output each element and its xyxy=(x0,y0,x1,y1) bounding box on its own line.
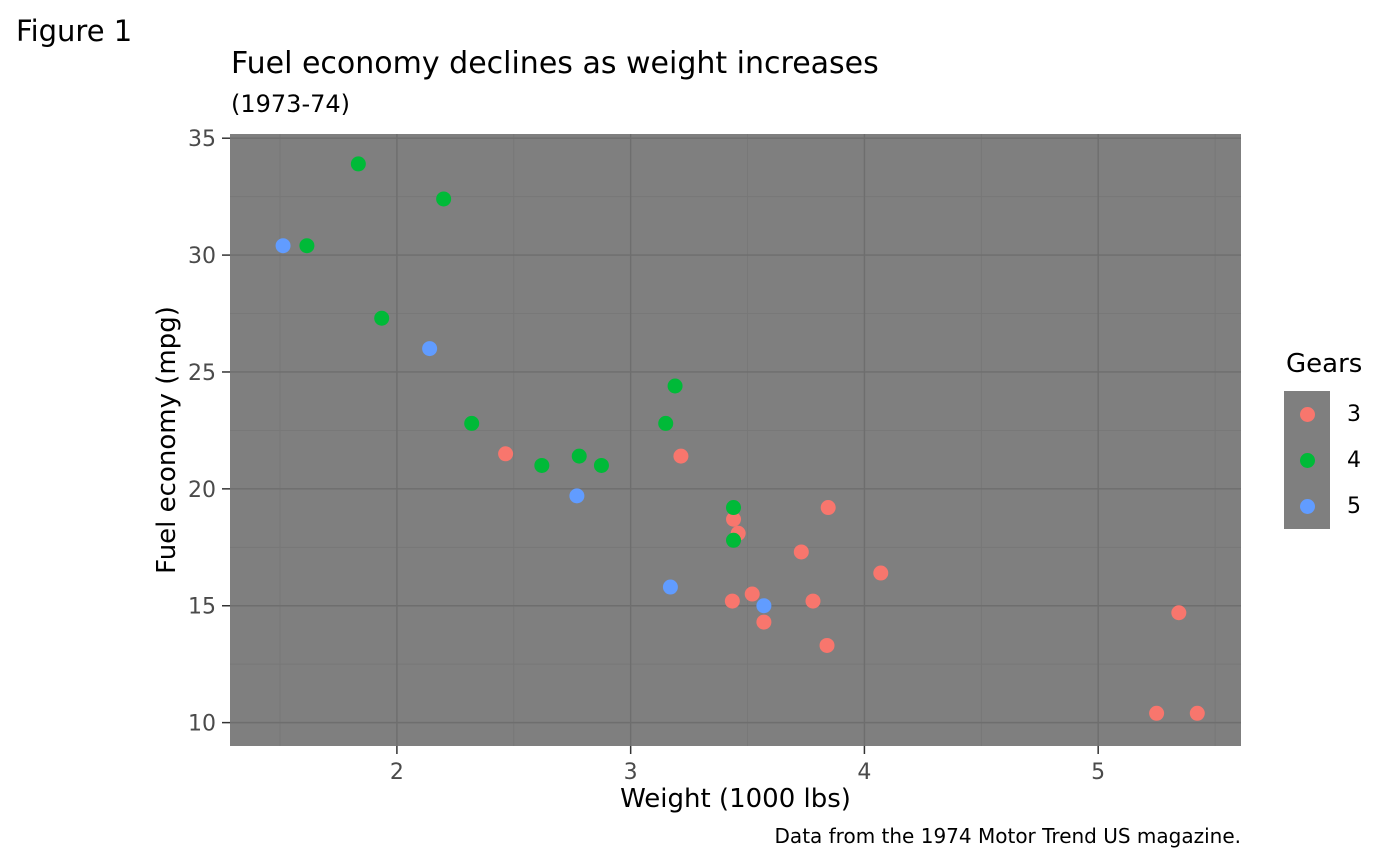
legend-label: 5 xyxy=(1347,493,1361,519)
data-point-gear-3 xyxy=(724,593,740,609)
data-point-gear-5 xyxy=(569,488,585,504)
legend-item-gear-5: 5 xyxy=(1284,483,1362,529)
data-point-gear-5 xyxy=(422,341,438,357)
x-tick-label: 5 xyxy=(1091,760,1105,785)
legend-key xyxy=(1284,483,1330,529)
data-point-gear-4 xyxy=(571,448,587,464)
y-tick-label: 15 xyxy=(188,595,216,620)
data-point-gear-3 xyxy=(1171,605,1187,621)
data-point-gear-4 xyxy=(534,457,550,473)
data-point-gear-4 xyxy=(350,156,366,172)
data-point-gear-5 xyxy=(662,579,678,595)
data-point-gear-4 xyxy=(593,457,609,473)
y-tick-label: 35 xyxy=(188,127,216,152)
x-axis-title: Weight (1000 lbs) xyxy=(620,784,851,814)
legend-dot-icon xyxy=(1299,498,1315,514)
legend-dot-icon xyxy=(1299,406,1315,422)
data-point-gear-4 xyxy=(374,310,390,326)
plot-panel xyxy=(230,134,1241,746)
y-tick-label: 10 xyxy=(188,712,216,737)
legend-key xyxy=(1284,391,1330,437)
legend-dot-icon xyxy=(1299,452,1315,468)
data-point-gear-3 xyxy=(1189,705,1205,721)
data-point-gear-4 xyxy=(726,500,742,516)
data-point-gear-4 xyxy=(667,378,683,394)
chart-caption: Data from the 1974 Motor Trend US magazi… xyxy=(774,824,1241,848)
legend-item-gear-3: 3 xyxy=(1284,391,1362,437)
legend-key xyxy=(1284,437,1330,483)
data-point-gear-3 xyxy=(498,446,514,462)
y-axis-title: Fuel economy (mpg) xyxy=(152,306,182,574)
data-point-gear-3 xyxy=(873,565,889,581)
data-point-gear-3 xyxy=(744,586,760,602)
data-point-gear-5 xyxy=(275,238,291,254)
y-tick-label: 25 xyxy=(188,361,216,386)
x-tick-label: 4 xyxy=(857,760,871,785)
legend-title: Gears xyxy=(1286,349,1363,379)
data-point-gear-4 xyxy=(726,532,742,548)
data-point-gear-5 xyxy=(756,598,772,614)
legend-label: 4 xyxy=(1347,447,1361,473)
data-point-gear-4 xyxy=(299,238,315,254)
data-point-gear-4 xyxy=(658,415,674,431)
data-point-gear-3 xyxy=(820,500,836,516)
legend-item-gear-4: 4 xyxy=(1284,437,1362,483)
data-point-gear-4 xyxy=(436,191,452,207)
data-point-gear-3 xyxy=(793,544,809,560)
y-tick-label: 20 xyxy=(188,478,216,503)
chart-subtitle: (1973-74) xyxy=(231,90,351,118)
data-point-gear-3 xyxy=(819,637,835,653)
data-point-gear-3 xyxy=(756,614,772,630)
legend-label: 3 xyxy=(1347,401,1361,427)
figure-tag: Figure 1 xyxy=(16,14,133,48)
legend: Gears 3 4 5 xyxy=(1284,349,1362,529)
data-point-gear-3 xyxy=(673,448,689,464)
y-tick-label: 30 xyxy=(188,244,216,269)
x-tick-label: 3 xyxy=(624,760,638,785)
data-point-gear-4 xyxy=(464,415,480,431)
chart-title: Fuel economy declines as weight increase… xyxy=(231,46,879,81)
data-point-gear-3 xyxy=(805,593,821,609)
data-point-gear-3 xyxy=(726,511,742,527)
data-point-gear-3 xyxy=(1149,705,1165,721)
x-tick-label: 2 xyxy=(390,760,404,785)
